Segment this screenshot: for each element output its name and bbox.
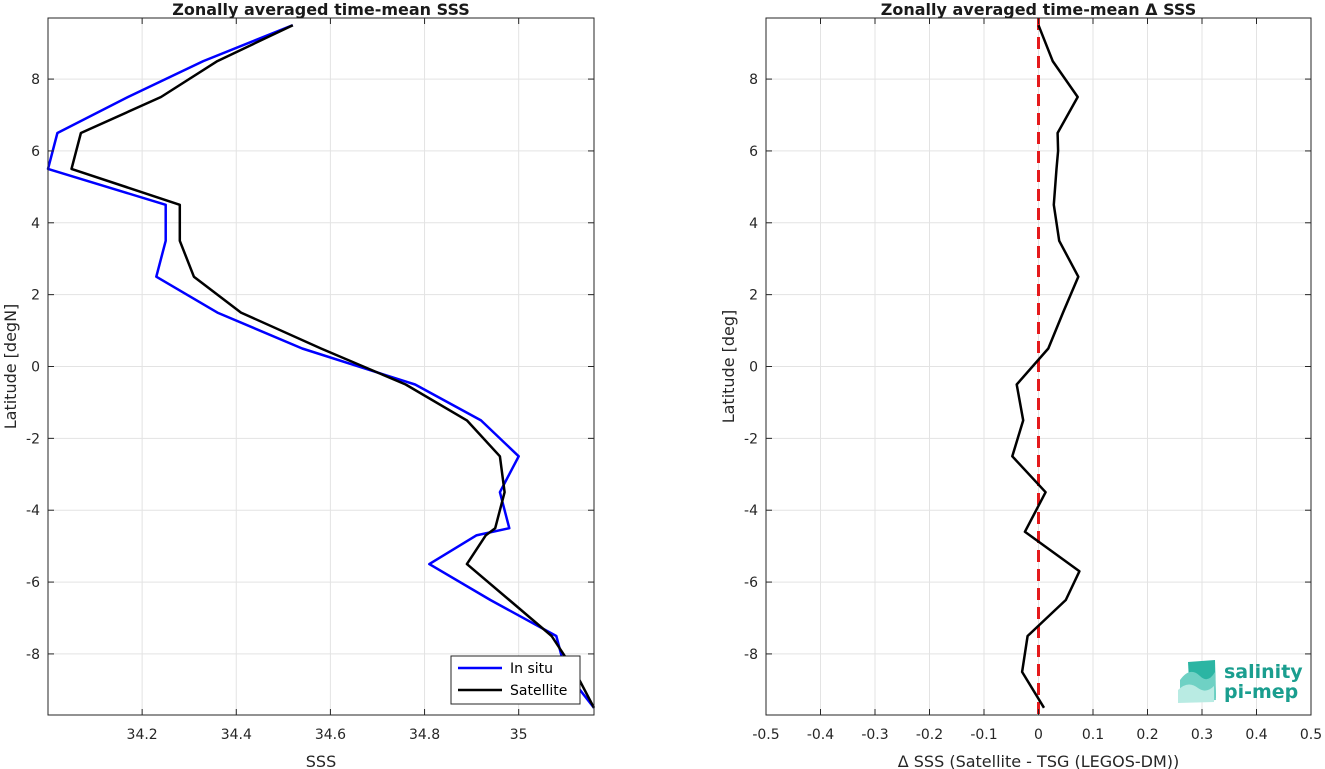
legend-label-satellite: Satellite <box>510 683 567 699</box>
sss-grid <box>48 18 594 715</box>
delta-x-tick-label: -0.3 <box>861 727 888 743</box>
delta-y-tick-label: -4 <box>744 503 758 519</box>
sss-panel: 34.2 34.4 34.6 34.8 35 -8 -6 -4 -2 0 2 4 6 8 Zonally … <box>1 0 596 769</box>
legend-box <box>450 655 581 705</box>
sss-chart-title: Zonally averaged time-mean SSS <box>172 0 470 19</box>
sss-x-tick-label: 34.8 <box>409 727 440 743</box>
sss-y-tick-label: 8 <box>31 72 40 88</box>
delta-y-tick-label: -8 <box>744 647 758 663</box>
sss-x-tick-label: 34.4 <box>221 727 252 743</box>
sss-y-tick-label: -4 <box>26 503 40 519</box>
sss-x-tick-label: 35 <box>510 727 528 743</box>
sss-y-tick-label: 6 <box>31 144 40 160</box>
salinity-pimep-logo: salinity pi-mep <box>1178 660 1303 703</box>
delta-sss-panel: -0.5 -0.4 -0.3 -0.2 -0.1 0 0.1 0.2 0.3 0.4 0.5 -8 -6… <box>719 0 1322 769</box>
delta-line-difference <box>1011 24 1081 709</box>
delta-x-tick-label: 0.5 <box>1300 727 1322 743</box>
delta-x-tick-label: -0.4 <box>807 727 834 743</box>
legend-label-in-situ: In situ <box>510 661 553 677</box>
wave-logo-icon <box>1178 660 1216 703</box>
sss-y-tick-label: -2 <box>26 431 40 447</box>
delta-x-axis-label: Δ SSS (Satellite - TSG (LEGOS-DM)) <box>898 752 1180 769</box>
sss-x-axis-label: SSS <box>306 752 336 769</box>
delta-ticks: -0.5 -0.4 -0.3 -0.2 -0.1 0 0.1 0.2 0.3 0.4 0.5 -8 -6… <box>744 18 1322 743</box>
delta-x-tick-label: 0.2 <box>1136 727 1158 743</box>
sss-y-tick-label: 2 <box>31 288 40 304</box>
sss-y-tick-label: 4 <box>31 216 40 232</box>
sss-x-tick-label: 34.6 <box>315 727 346 743</box>
delta-y-tick-label: -6 <box>744 575 758 591</box>
delta-y-tick-label: -2 <box>744 431 758 447</box>
sss-y-tick-label: -6 <box>26 575 40 591</box>
sss-y-axis-label: Latitude [degN] <box>1 304 20 430</box>
delta-y-tick-label: 6 <box>749 144 758 160</box>
delta-series <box>1011 24 1081 709</box>
delta-x-tick-label: 0.1 <box>1082 727 1104 743</box>
sss-line-in-situ <box>46 24 595 709</box>
legend: In situ Satellite <box>450 655 581 705</box>
delta-y-tick-label: 8 <box>749 72 758 88</box>
delta-x-tick-label: -0.5 <box>752 727 779 743</box>
delta-x-tick-label: 0 <box>1034 727 1043 743</box>
delta-y-tick-label: 4 <box>749 216 758 232</box>
delta-y-tick-label: 2 <box>749 288 758 304</box>
sss-series <box>46 24 596 709</box>
delta-x-tick-label: -0.2 <box>916 727 943 743</box>
delta-chart-title: Zonally averaged time-mean Δ SSS <box>881 0 1197 19</box>
sss-line-satellite <box>70 24 596 709</box>
delta-x-tick-label: -0.1 <box>970 727 997 743</box>
logo-text-salinity: salinity <box>1224 661 1303 683</box>
delta-x-tick-label: 0.3 <box>1191 727 1213 743</box>
delta-x-tick-label: 0.4 <box>1245 727 1267 743</box>
sss-x-tick-label: 34.2 <box>127 727 158 743</box>
logo-text-pimep: pi-mep <box>1224 681 1298 703</box>
delta-y-axis-label: Latitude [deg] <box>719 310 738 424</box>
sss-y-tick-label: -8 <box>26 647 40 663</box>
delta-y-tick-label: 0 <box>749 360 758 376</box>
sss-y-tick-label: 0 <box>31 360 40 376</box>
sss-ticks: 34.2 34.4 34.6 34.8 35 -8 -6 -4 -2 0 2 4 6 8 <box>26 18 594 743</box>
